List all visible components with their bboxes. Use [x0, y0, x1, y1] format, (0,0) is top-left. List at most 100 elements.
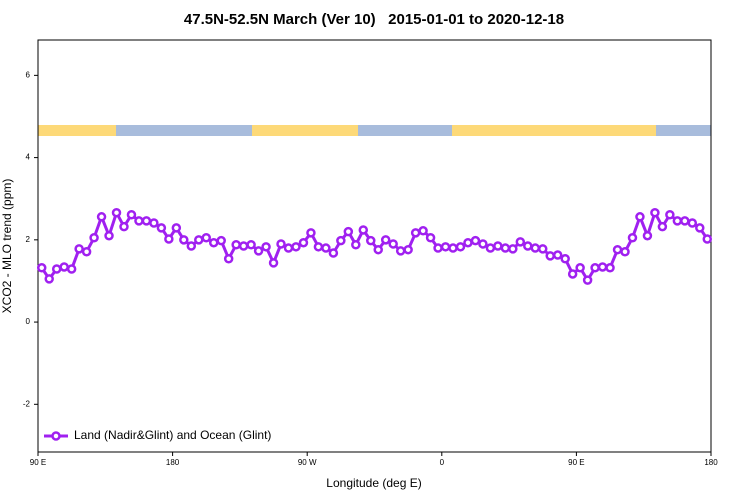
data-point: [478, 239, 488, 249]
chart-title: 47.5N-52.5N March (Ver 10) 2015-01-01 to…: [184, 11, 564, 28]
data-point: [605, 263, 615, 273]
data-point: [680, 216, 690, 226]
data-point: [149, 218, 159, 228]
data-point: [59, 262, 69, 272]
data-point: [380, 235, 391, 245]
data-point: [702, 234, 713, 244]
data-point: [433, 243, 443, 253]
data-point: [515, 237, 526, 247]
data-point: [328, 248, 339, 258]
data-point: [463, 237, 473, 248]
data-point: [306, 228, 316, 238]
data-point: [111, 207, 122, 218]
x-tick-label: 0: [440, 458, 445, 467]
data-point: [291, 242, 301, 252]
data-point: [253, 246, 264, 256]
data-point: [538, 244, 548, 254]
data-point: [66, 264, 77, 274]
data-point: [201, 233, 211, 243]
data-point: [425, 233, 436, 243]
data-point: [119, 221, 129, 232]
ocean-band: [38, 125, 711, 136]
data-point: [186, 241, 197, 251]
data-point: [298, 237, 309, 248]
data-point: [410, 228, 421, 238]
data-point: [635, 212, 645, 222]
data-point: [373, 244, 383, 255]
data-point: [321, 243, 331, 253]
data-point: [194, 235, 204, 245]
data-point: [612, 244, 623, 255]
data-point: [238, 241, 249, 251]
data-point: [642, 230, 653, 241]
data-point: [156, 223, 167, 233]
data-point: [590, 263, 600, 273]
data-point: [104, 230, 114, 241]
data-point: [343, 226, 354, 237]
data-point: [575, 263, 585, 273]
data-point: [440, 242, 451, 252]
y-tick-label: 6: [26, 70, 31, 79]
data-point: [164, 234, 174, 244]
data-point: [395, 246, 406, 256]
data-point: [455, 242, 466, 252]
data-point: [51, 264, 62, 274]
data-point: [283, 243, 294, 253]
data-point: [313, 242, 324, 252]
data-point: [246, 240, 256, 250]
data-point: [141, 216, 152, 226]
data-point: [620, 247, 630, 257]
data-point: [231, 240, 241, 250]
data-point: [388, 239, 398, 249]
data-point: [650, 207, 660, 218]
data-point: [597, 262, 608, 272]
data-point: [687, 218, 698, 228]
data-point: [223, 253, 234, 264]
legend-label: Land (Nadir&Glint) and Ocean (Glint): [74, 428, 271, 442]
x-tick-label: 90 E: [568, 458, 584, 467]
data-point: [552, 250, 563, 260]
data-point: [672, 216, 683, 226]
data-point: [403, 244, 413, 255]
data-point: [530, 243, 541, 253]
data-point: [500, 243, 511, 253]
data-point: [657, 221, 668, 232]
data-point: [523, 241, 533, 251]
data-point: [560, 253, 570, 264]
data-point: [485, 243, 496, 253]
x-tick-label: 90 E: [30, 458, 46, 467]
data-point: [81, 247, 92, 257]
x-tick-label: 180: [704, 458, 718, 467]
data-point: [96, 212, 107, 222]
data-point: [508, 244, 518, 254]
data-point: [545, 251, 555, 261]
data-point: [89, 233, 99, 243]
data-point: [567, 269, 578, 279]
data-point: [627, 233, 638, 243]
land-band: [252, 125, 358, 136]
data-point: [74, 244, 84, 254]
data-point: [44, 274, 54, 284]
data-point: [268, 258, 279, 268]
data-point: [493, 241, 503, 251]
data-point: [358, 225, 369, 235]
data-point: [665, 210, 675, 220]
x-axis-label: Longitude (deg E): [326, 476, 421, 490]
y-axis-label: XCO2 - MLO trend (ppm): [0, 179, 14, 314]
data-point: [179, 235, 189, 245]
y-tick-label: -2: [23, 399, 31, 408]
land-band: [452, 125, 656, 136]
land-band: [38, 125, 116, 136]
data-point: [134, 216, 144, 226]
data-point: [336, 235, 346, 246]
data-point: [36, 263, 47, 273]
data-point: [216, 235, 226, 246]
data-point: [351, 240, 361, 250]
data-point: [470, 235, 481, 246]
x-tick-label: 90 W: [298, 458, 317, 467]
surface-strip: [38, 125, 711, 136]
data-point: [171, 223, 182, 233]
data-point: [276, 239, 286, 249]
data-point: [208, 237, 219, 248]
